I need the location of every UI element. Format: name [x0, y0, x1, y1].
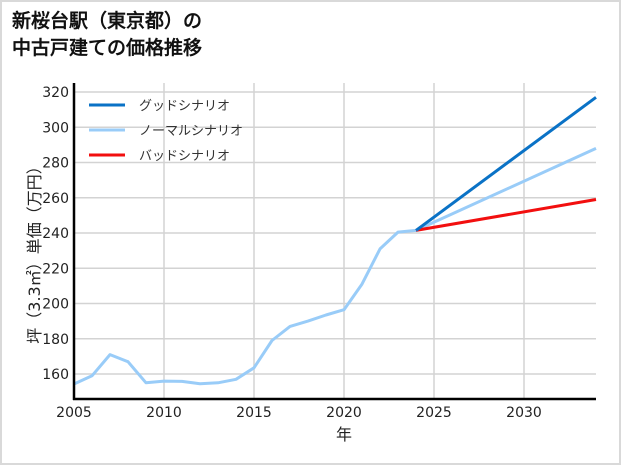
series-lines	[73, 96, 597, 386]
y-tick-label: 180	[42, 332, 69, 348]
legend-label: バッドシナリオ	[139, 149, 230, 164]
x-tick-label: 2005	[56, 405, 92, 421]
title-line-2: 中古戸建ての価格推移	[12, 37, 203, 59]
x-tick-label: 2030	[506, 405, 542, 421]
legend-label: グッドシナリオ	[139, 99, 230, 114]
gridlines	[73, 83, 596, 399]
y-tick-label: 320	[42, 85, 69, 101]
y-tick-label: 200	[42, 297, 69, 313]
x-tick-label: 2020	[326, 405, 362, 421]
series-line	[73, 147, 597, 386]
y-tick-label: 240	[42, 226, 69, 242]
y-tick-label: 280	[42, 156, 69, 172]
x-tick-label: 2025	[416, 405, 452, 421]
y-tick-label: 160	[42, 367, 69, 383]
x-tick-label: 2010	[146, 405, 182, 421]
y-axis-label: 坪（3.3㎡）単価（万円）	[25, 158, 44, 343]
y-tick-label: 300	[42, 120, 69, 136]
y-tick-label: 260	[42, 191, 69, 207]
x-axis-label: 年	[336, 425, 352, 444]
series-line	[415, 198, 597, 232]
tick-labels: 2005 2010 2015 2020 2025 2030 160 180 200 220 240 2…	[42, 85, 542, 421]
axes	[72, 83, 596, 401]
y-tick-label: 220	[42, 261, 69, 277]
x-tick-label: 2015	[236, 405, 272, 421]
legend-label: ノーマルシナリオ	[139, 124, 243, 139]
chart-title: 新桜台駅（東京都）の 中古戸建ての価格推移	[12, 8, 202, 62]
title-line-1: 新桜台駅（東京都）の	[12, 10, 203, 32]
series-line	[415, 96, 597, 232]
